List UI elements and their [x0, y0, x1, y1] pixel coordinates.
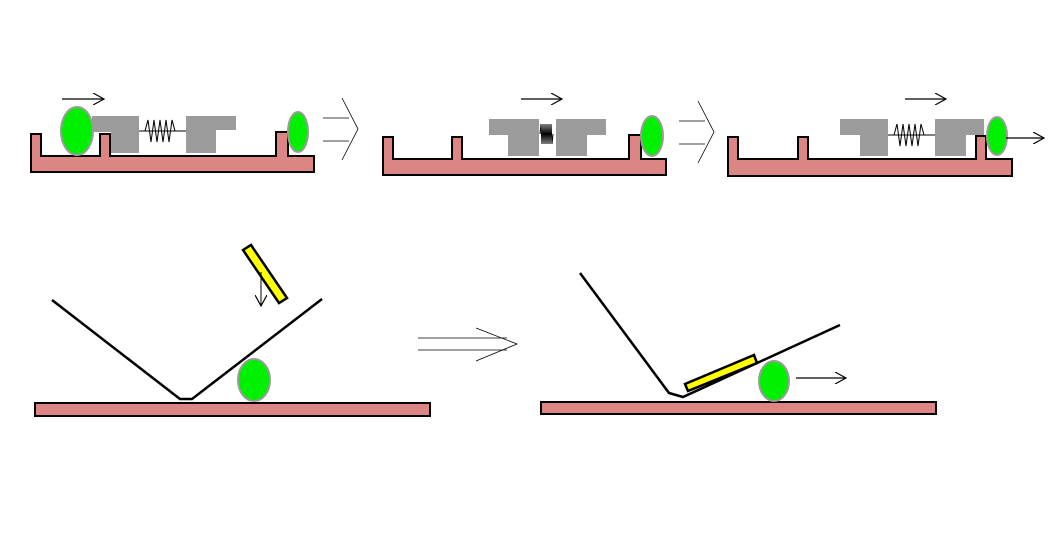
panel-4-v-ramp — [34, 243, 431, 417]
double-outline-arrow-icon — [418, 327, 519, 362]
right-slider-block — [556, 119, 606, 156]
panel-2-compressed — [382, 99, 667, 176]
left-slider-block — [92, 116, 139, 153]
spring-icon — [144, 119, 176, 143]
right-slider-block — [186, 116, 236, 153]
rail-track — [382, 134, 667, 176]
spring-icon — [893, 123, 925, 147]
ball — [287, 111, 309, 153]
rail-track — [727, 135, 1013, 177]
panel-1-compressing — [30, 99, 315, 173]
spring-icon — [539, 123, 554, 145]
floor-rail — [540, 401, 937, 415]
ball — [986, 116, 1008, 156]
ball — [758, 360, 790, 402]
ball — [640, 115, 664, 157]
falling-stick — [241, 243, 289, 305]
left-slider-block — [489, 119, 539, 156]
double-outline-arrow-icon — [323, 97, 359, 161]
floor-rail — [34, 402, 431, 417]
ball — [60, 106, 94, 156]
v-ramp — [578, 272, 841, 399]
double-outline-arrow-icon — [679, 100, 715, 164]
panel-5-ball-launched — [540, 272, 937, 415]
right-slider-block — [935, 119, 984, 156]
fallen-stick — [683, 353, 759, 393]
left-slider-block — [840, 119, 888, 156]
panel-3-released — [727, 99, 1044, 177]
v-ramp — [51, 298, 323, 401]
rail-track — [30, 131, 315, 173]
ball — [237, 358, 271, 402]
